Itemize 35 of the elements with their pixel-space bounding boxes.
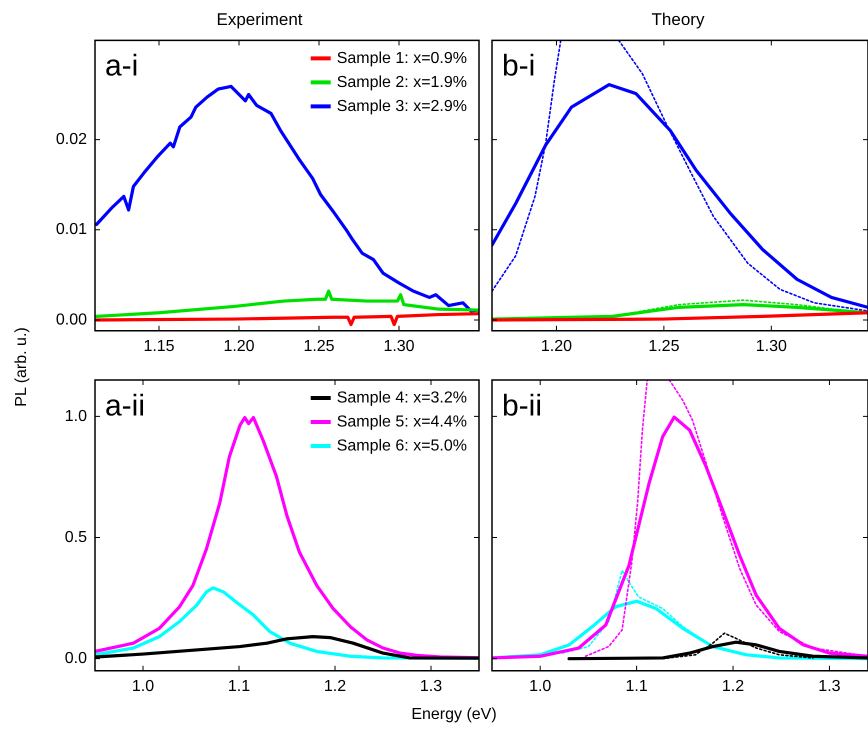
legend-label: Sample 6: x=5.0% — [336, 437, 467, 454]
x-axis-title: Energy (eV) — [410, 706, 498, 724]
x-tick-label: 1.0 — [529, 678, 552, 695]
annotation: b-i — [502, 50, 536, 83]
y-tick-label: 0.00 — [56, 311, 88, 328]
y-tick-label: 1.0 — [64, 408, 88, 425]
y-tick-label: 0.01 — [56, 221, 88, 238]
x-tick-label: 1.30 — [383, 338, 415, 355]
x-tick-label: 1.3 — [420, 678, 442, 695]
x-tick-label: 1.25 — [648, 338, 680, 355]
x-tick-label: 1.25 — [303, 338, 335, 355]
x-tick-label: 1.30 — [756, 338, 787, 355]
annotation: a-ii — [105, 389, 146, 422]
legend-label: Sample 4: x=3.2% — [336, 389, 467, 406]
y-tick-label: 0.5 — [64, 528, 88, 546]
annotation: a-i — [105, 50, 138, 83]
y-tick-label: 0.0 — [64, 650, 88, 668]
x-tick-label: 1.1 — [228, 678, 250, 695]
x-tick-label: 1.20 — [540, 338, 572, 355]
x-tick-label: 1.0 — [132, 678, 154, 695]
annotation: b-ii — [502, 389, 542, 422]
x-tick-label: 1.3 — [818, 678, 841, 695]
legend-label: Sample 5: x=4.4% — [336, 413, 467, 430]
chart-title: Theory — [652, 10, 705, 29]
y-tick-label: 0.02 — [56, 131, 88, 148]
y-axis-title: PL (arb. u.) — [13, 327, 31, 407]
x-tick-label: 1.15 — [143, 338, 175, 355]
legend-label: Sample 2: x=1.9% — [336, 74, 467, 91]
x-tick-label: 1.20 — [223, 338, 255, 355]
legend-label: Sample 1: x=0.9% — [336, 50, 467, 67]
chart-title: Experiment — [216, 10, 303, 29]
legend-label: Sample 3: x=2.9% — [336, 98, 467, 115]
x-tick-label: 1.2 — [324, 678, 346, 695]
x-tick-label: 1.1 — [625, 678, 648, 695]
x-tick-label: 1.2 — [722, 678, 744, 695]
